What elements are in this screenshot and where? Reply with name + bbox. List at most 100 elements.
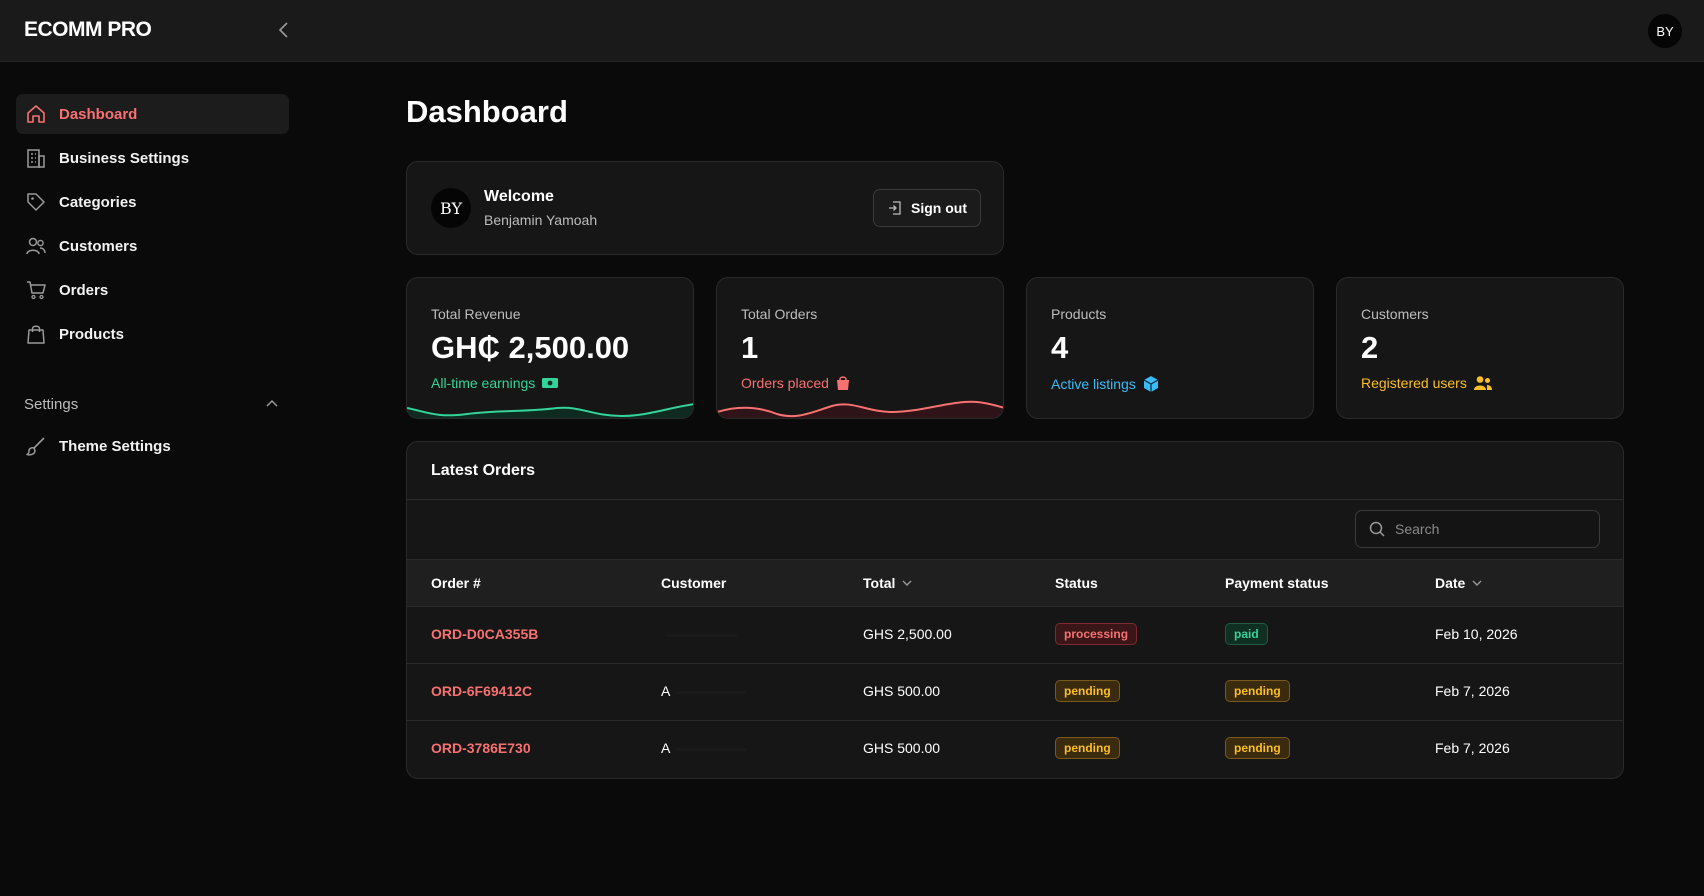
home-icon [25,103,47,125]
stat-value: GH₵ 2,500.00 [431,330,630,365]
order-link[interactable]: ORD-3786E730 [431,740,531,756]
money-icon [542,378,559,388]
sidebar-item-label: Theme Settings [59,437,171,455]
avatar: BY [431,188,471,228]
search-icon [1369,521,1385,537]
payment-status-badge: pending [1225,680,1290,702]
tag-icon [25,191,47,213]
stat-card-revenue: Total Revenue GH₵ 2,500.00 All-time earn… [406,277,694,419]
sidebar-item-customers[interactable]: Customers [16,226,289,266]
status-badge: pending [1055,680,1120,702]
revenue-sparkline [407,403,693,418]
chevron-up-icon [266,399,278,407]
chevron-down-icon [902,580,912,586]
user-avatar[interactable]: BY [1648,14,1682,48]
stat-value: 2 [1361,330,1379,365]
order-date: Feb 7, 2026 [1435,740,1510,756]
chevron-down-icon [1472,580,1482,586]
stat-card-orders: Total Orders 1 Orders placed [716,277,1004,419]
shopping-bag-icon [836,376,849,390]
sidebar-item-products[interactable]: Products [16,314,289,354]
search-input[interactable] [1395,521,1585,537]
stat-sub-text: Active listings [1051,376,1136,392]
sidebar-item-business-settings[interactable]: Business Settings [16,138,289,178]
redacted-text [667,633,737,637]
stat-sub-text: All-time earnings [431,375,536,391]
column-status: Status [1055,575,1098,591]
table-row: ORD-3786E730 A GHS 500.00 pending pendin… [407,721,1623,778]
sidebar-item-label: Customers [59,237,138,255]
stat-label: Total Orders [741,306,818,322]
latest-orders-card: Latest Orders Order # Customer Total Sta… [406,441,1624,779]
stat-label: Customers [1361,306,1429,322]
sidebar-item-label: Orders [59,281,109,299]
column-date[interactable]: Date [1435,575,1483,591]
payment-status-badge: pending [1225,737,1290,759]
order-total: GHS 2,500.00 [863,626,952,642]
order-total: GHS 500.00 [863,740,941,756]
sidebar-item-label: Dashboard [59,105,138,123]
order-date: Feb 10, 2026 [1435,626,1518,642]
customer-name [661,626,737,642]
stat-sub-text: Orders placed [741,375,829,391]
table-row: ORD-D0CA355B GHS 2,500.00 processing pai… [407,607,1623,664]
cart-icon [25,279,47,301]
welcome-card: BY Welcome Benjamin Yamoah Sign out [406,161,1004,255]
users-icon [1473,376,1492,390]
stat-label: Total Revenue [431,306,521,322]
sidebar-item-label: Categories [59,193,137,211]
stat-sub-text: Registered users [1361,375,1467,391]
bag-icon [25,323,47,345]
stat-label: Products [1051,306,1107,322]
sidebar-item-theme-settings[interactable]: Theme Settings [16,426,289,466]
latest-orders-title: Latest Orders [431,462,536,479]
user-name: Benjamin Yamoah [484,212,598,228]
collapse-sidebar-button[interactable] [272,18,296,42]
sidebar-item-orders[interactable]: Orders [16,270,289,310]
redacted-text [676,690,747,694]
column-order-number: Order # [431,575,481,591]
stat-sub: All-time earnings [431,375,559,391]
sidebar-item-label: Business Settings [59,149,190,167]
stat-sub: Active listings [1051,375,1160,393]
chevron-left-icon [278,22,288,38]
status-badge: processing [1055,623,1138,645]
sidebar-item-dashboard[interactable]: Dashboard [16,94,289,134]
stat-sub: Registered users [1361,375,1493,391]
redacted-text [676,747,747,751]
cube-icon [1143,376,1159,392]
order-link[interactable]: ORD-6F69412C [431,683,533,699]
customer-name: A [661,683,747,699]
customer-name: A [661,740,747,756]
sign-out-icon [889,201,901,215]
divider [407,499,1623,500]
stat-card-products: Products 4 Active listings [1026,277,1314,419]
payment-status-badge: paid [1225,623,1268,645]
stat-card-customers: Customers 2 Registered users [1336,277,1624,419]
order-total: GHS 500.00 [863,683,941,699]
brand-logo: ECOMM PRO [24,18,152,41]
orders-sparkline [717,400,1003,418]
status-badge: pending [1055,737,1120,759]
settings-section-toggle[interactable]: Settings [24,392,279,416]
brush-icon [25,435,47,457]
sign-out-label: Sign out [911,200,967,216]
column-total[interactable]: Total [863,575,913,591]
column-customer: Customer [661,575,727,591]
table-row: ORD-6F69412C A GHS 500.00 pending pendin… [407,664,1623,721]
order-link[interactable]: ORD-D0CA355B [431,626,539,642]
sign-out-button[interactable]: Sign out [873,189,981,227]
orders-search[interactable] [1355,510,1600,548]
page-title: Dashboard [406,94,568,129]
stat-sub: Orders placed [741,375,851,391]
welcome-title: Welcome [484,188,554,205]
sidebar-item-label: Products [59,325,125,343]
stat-value: 1 [741,330,759,365]
settings-section-label: Settings [24,395,79,413]
column-payment-status: Payment status [1225,575,1329,591]
top-bar: ECOMM PRO BY [0,0,1704,62]
sidebar: Dashboard Business Settings Categories C… [0,62,310,896]
building-icon [25,147,47,169]
table-header: Order # Customer Total Status Payment st… [407,559,1623,607]
sidebar-item-categories[interactable]: Categories [16,182,289,222]
